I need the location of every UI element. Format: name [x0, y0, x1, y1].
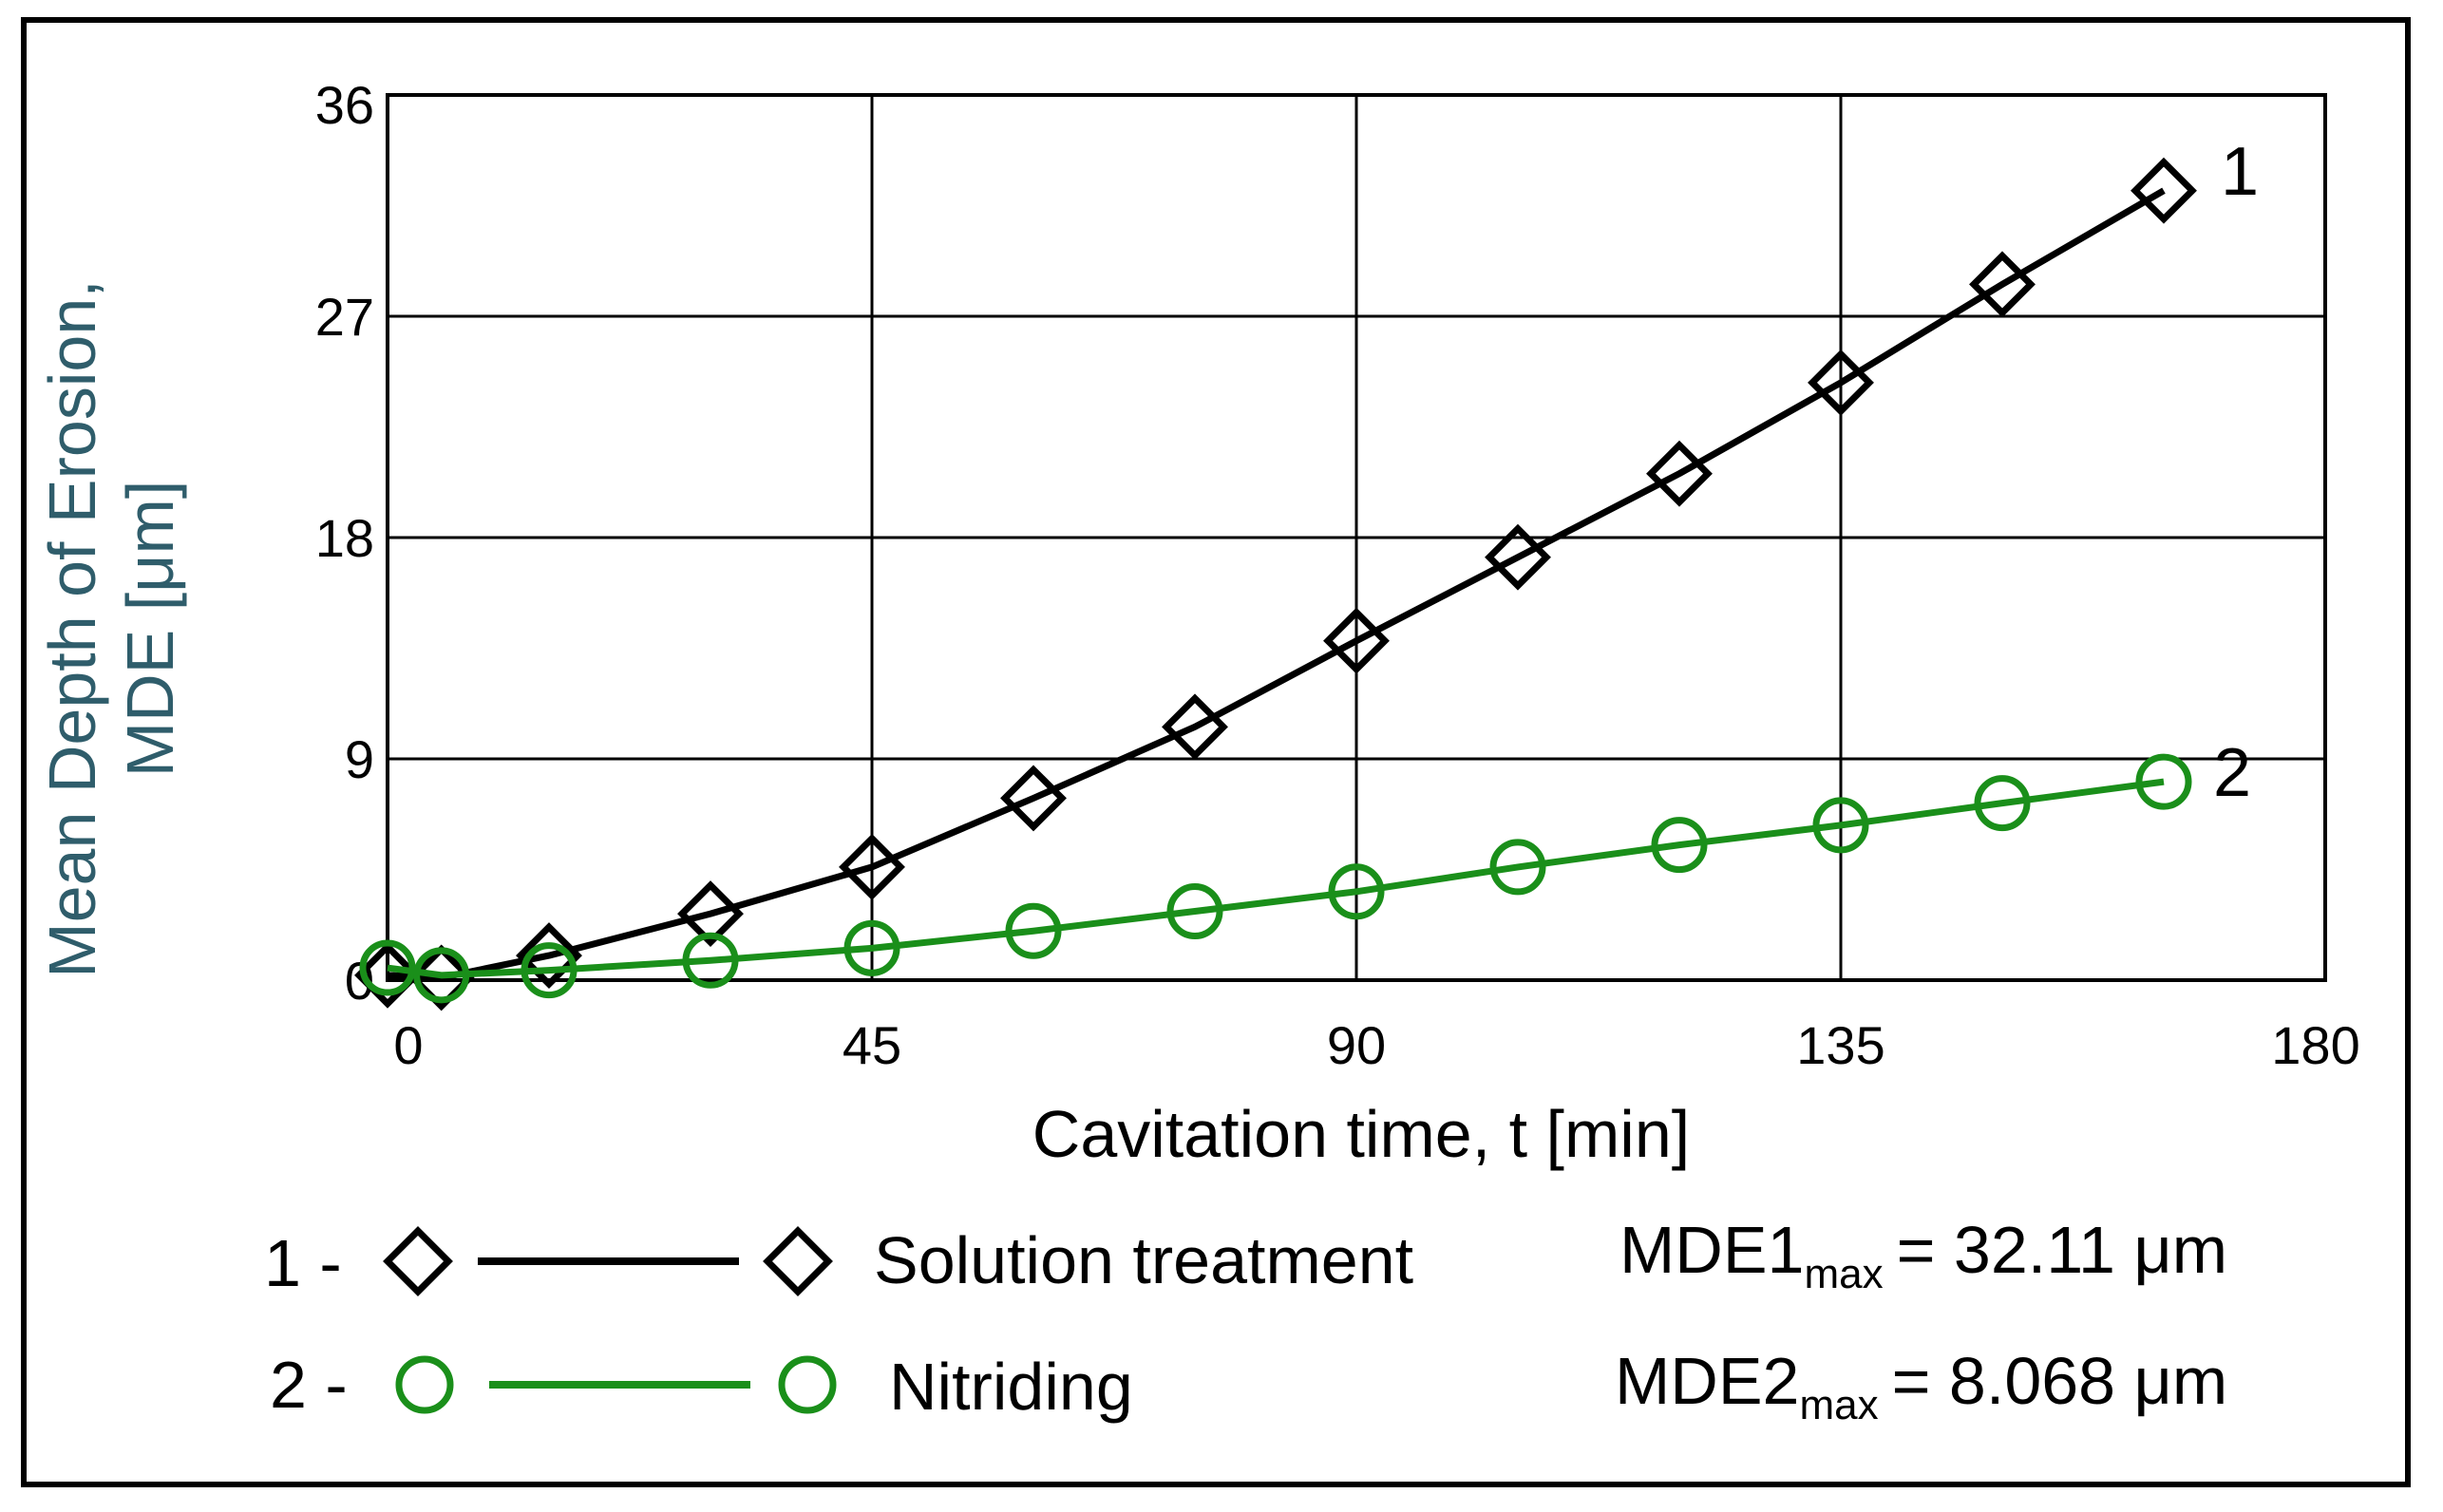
series-2-point — [2135, 753, 2192, 810]
series-line-2 — [387, 778, 2165, 979]
x-tick-label: 135 — [1796, 1015, 1884, 1075]
series-2-point — [1166, 883, 1223, 940]
series-2-point — [1812, 797, 1869, 854]
series-2-point — [1005, 902, 1062, 959]
x-axis-label: Cavitation time, t [min] — [1032, 1097, 1690, 1171]
plot-area — [386, 93, 2327, 982]
y-tick-label: 18 — [315, 508, 374, 568]
series-1-point — [407, 944, 475, 1011]
legend-stat-1-sub: max — [1804, 1251, 1883, 1297]
series-1-point — [1323, 607, 1390, 674]
series-2-point — [359, 939, 416, 996]
legend-stat-2-value: = 8.068 μm — [1892, 1344, 2228, 1418]
legend-marker-1a — [383, 1226, 453, 1296]
legend-label-1: Solution treatment — [874, 1223, 1413, 1297]
legend-prefix-2: 2 - — [270, 1348, 348, 1422]
legend-stat-2-main: MDE2 — [1615, 1344, 1799, 1418]
legend-prefix-1: 1 - — [264, 1226, 342, 1300]
x-tick-label: 90 — [1327, 1015, 1386, 1075]
series-2-point — [1651, 817, 1708, 874]
series-1-point — [1646, 440, 1713, 507]
legend-marker-2a — [395, 1355, 454, 1414]
y-axis-label-line2: MDE [μm] — [113, 481, 187, 778]
series-2-point — [521, 942, 578, 999]
series-2-point — [1974, 775, 2031, 832]
grid — [386, 93, 2327, 982]
series-1-point — [354, 941, 421, 1009]
legend-label-2: Nitriding — [889, 1350, 1133, 1424]
y-tick-label: 27 — [315, 287, 374, 347]
series-1-point — [516, 922, 582, 990]
legend-marker-2b — [778, 1355, 837, 1414]
series-2-point — [682, 932, 739, 989]
series-1-point — [1000, 765, 1067, 832]
series-1-point — [1969, 251, 2036, 318]
legend-stat-2-sub: max — [1799, 1382, 1878, 1428]
series-1-point — [1162, 693, 1228, 761]
x-tick-label: 0 — [393, 1015, 423, 1075]
x-tick-label: 180 — [2271, 1015, 2359, 1075]
series-layer — [354, 157, 2197, 1011]
legend: 1 - Solution treatment MDE1max = 32.11 μm… — [264, 1213, 2227, 1428]
series-1-point — [677, 880, 744, 948]
series-2-point — [1328, 863, 1385, 920]
legend-stat-1-value: = 32.11 μm — [1897, 1213, 2227, 1287]
legend-stat-1: MDE1max = 32.11 μm — [1619, 1213, 2227, 1297]
series-2-point — [413, 947, 470, 1004]
legend-stat-1-main: MDE1 — [1619, 1213, 1804, 1287]
y-tick-label: 36 — [315, 75, 374, 135]
series-line-1 — [387, 187, 2166, 981]
series-1-point — [1808, 349, 1874, 416]
legend-marker-1b — [763, 1226, 833, 1296]
series-2-point — [1489, 839, 1546, 896]
series-1-point — [839, 833, 905, 900]
curve-number-2: 2 — [2213, 735, 2251, 811]
legend-stat-2: MDE2max = 8.068 μm — [1615, 1344, 2227, 1428]
series-1-point — [2131, 157, 2197, 224]
curve-number-1: 1 — [2221, 134, 2259, 210]
series-2-point — [843, 919, 900, 976]
y-tick-label: 9 — [345, 729, 374, 789]
series-1-point — [1485, 523, 1551, 591]
y-axis-label-line1: Mean Depth of Erosion, — [35, 279, 109, 977]
x-tick-label: 45 — [843, 1015, 901, 1075]
